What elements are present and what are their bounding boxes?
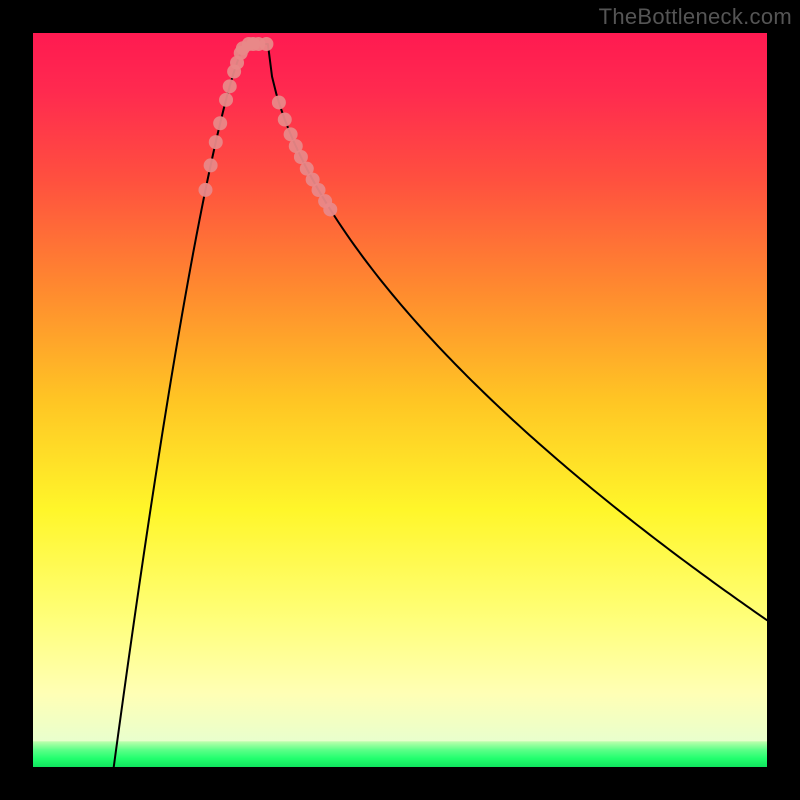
bottleneck-chart — [33, 33, 767, 767]
chart-frame: TheBottleneck.com — [0, 0, 800, 800]
scatter-point — [209, 135, 223, 149]
scatter-point — [323, 202, 337, 216]
scatter-point — [278, 113, 292, 127]
scatter-point — [198, 183, 212, 197]
green-band — [33, 741, 767, 767]
gradient-background — [33, 33, 767, 767]
scatter-point — [272, 95, 286, 109]
scatter-point — [213, 116, 227, 130]
scatter-point — [259, 37, 273, 51]
scatter-point — [204, 158, 218, 172]
scatter-point — [219, 93, 233, 107]
scatter-point — [223, 79, 237, 93]
watermark-label: TheBottleneck.com — [599, 4, 792, 30]
